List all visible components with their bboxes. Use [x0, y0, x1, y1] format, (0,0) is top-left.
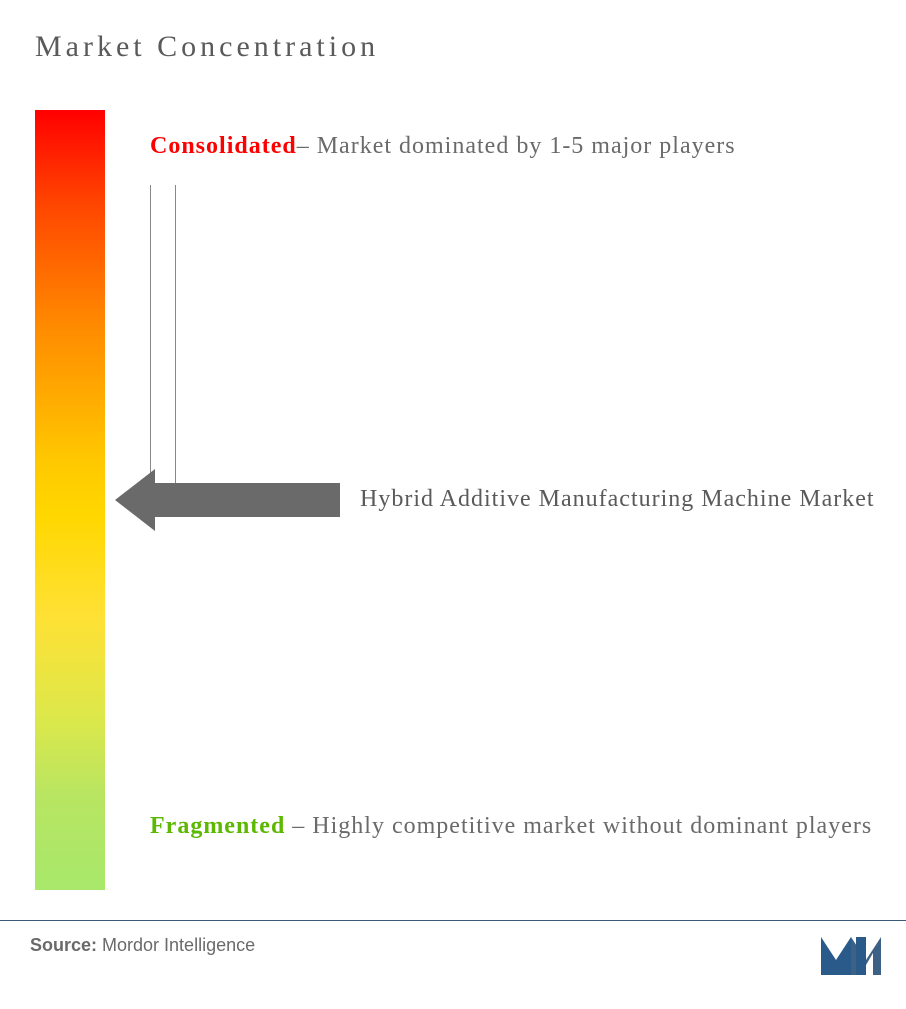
source-label: Source:	[30, 935, 97, 955]
fragmented-text: – Highly competitive market without domi…	[285, 813, 872, 839]
consolidated-highlight: Consolidated	[150, 133, 297, 159]
consolidated-text: – Market dominated by 1-5 major players	[297, 133, 736, 159]
page-title: Market Concentration	[35, 30, 871, 64]
arrow-head-icon	[115, 469, 155, 531]
source-attribution: Source: Mordor Intelligence	[30, 935, 255, 956]
fragmented-label: Fragmented – Highly competitive market w…	[150, 800, 872, 853]
arrow-shaft	[150, 483, 340, 517]
infographic-container: Market Concentration Consolidated– Marke…	[0, 0, 906, 1009]
tick-line-2	[175, 185, 176, 485]
concentration-gradient-bar	[35, 110, 105, 890]
consolidated-label: Consolidated– Market dominated by 1-5 ma…	[150, 120, 736, 173]
mi-logo-icon	[821, 925, 881, 980]
tick-line-1	[150, 185, 151, 485]
fragmented-highlight: Fragmented	[150, 813, 285, 839]
footer-divider	[0, 920, 906, 921]
source-value: Mordor Intelligence	[97, 935, 255, 955]
market-marker-label: Hybrid Additive Manufacturing Machine Ma…	[360, 480, 875, 518]
